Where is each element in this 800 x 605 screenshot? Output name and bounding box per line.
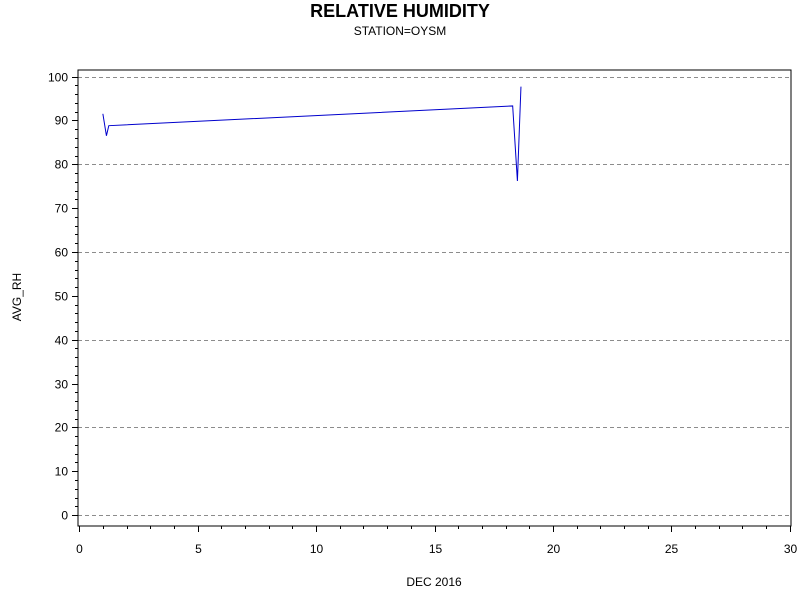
x-tick-label: 0 (76, 542, 83, 556)
x-tick-label: 10 (310, 542, 324, 556)
x-tick-label: 20 (547, 542, 561, 556)
x-tick-label: 5 (195, 542, 202, 556)
y-tick-label: 10 (55, 465, 69, 479)
y-tick-label: 90 (55, 114, 69, 128)
x-tick-label: 25 (665, 542, 679, 556)
y-tick-label: 20 (55, 421, 69, 435)
series-line (102, 86, 522, 181)
chart-title: RELATIVE HUMIDITY (310, 1, 490, 21)
x-axis: 0 5 10 15 20 25 30 (76, 526, 797, 556)
grid-lines (78, 77, 791, 516)
y-tick-label: 30 (55, 378, 69, 392)
y-tick-label: 60 (55, 246, 69, 260)
y-tick-label: 80 (55, 158, 69, 172)
plot-frame (77, 69, 792, 527)
y-tick-label: 40 (55, 334, 69, 348)
y-tick-label: 50 (55, 290, 69, 304)
y-tick-label: 0 (61, 509, 68, 523)
y-axis-label: AVG_RH (10, 273, 24, 321)
y-tick-label: 100 (48, 71, 68, 85)
x-tick-label: 30 (784, 542, 798, 556)
y-axis: 0 10 20 30 40 50 60 70 80 90 100 (48, 71, 78, 523)
series-layer (102, 86, 522, 181)
x-axis-label: DEC 2016 (406, 575, 462, 589)
y-tick-label: 70 (55, 202, 69, 216)
chart-subtitle: STATION=OYSM (354, 24, 447, 38)
x-tick-label: 15 (429, 542, 443, 556)
